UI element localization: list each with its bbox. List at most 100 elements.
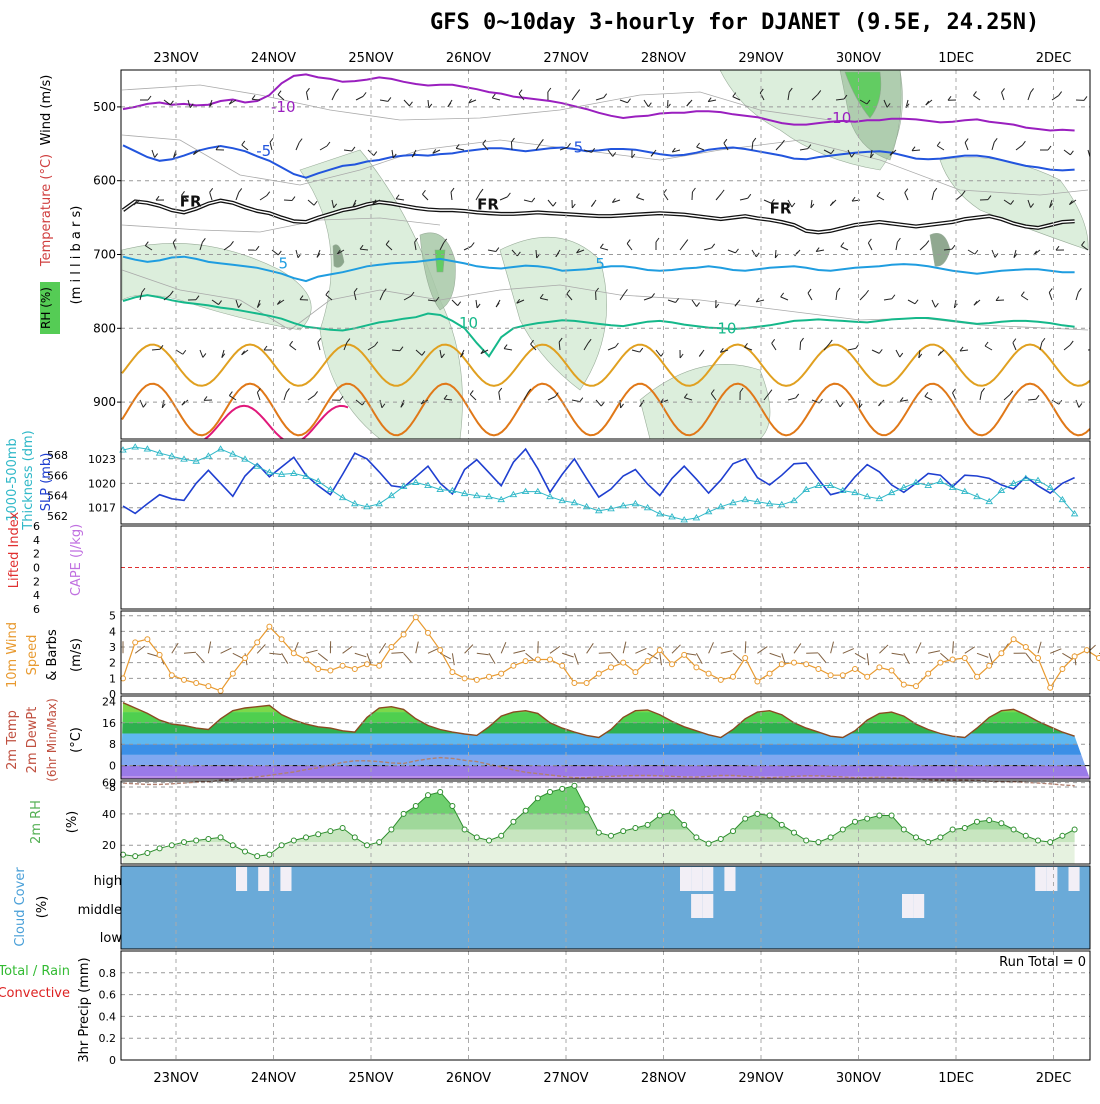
rh-marker <box>511 819 516 824</box>
wind-barb <box>896 242 897 250</box>
cloud-gap <box>1046 867 1057 891</box>
wind-barb <box>451 192 452 200</box>
wind-barb <box>296 143 299 150</box>
date-label-bottom: 1DEC <box>938 1071 974 1086</box>
wind-barb <box>829 340 832 344</box>
wind-barb <box>507 193 510 197</box>
rh-marker <box>572 783 577 788</box>
wind-barb-10m <box>477 653 489 654</box>
date-label-bottom: 30NOV <box>836 1071 881 1086</box>
precip-tick: 0.4 <box>99 1010 117 1023</box>
wind-barb <box>278 91 281 95</box>
wind-barb <box>572 94 577 100</box>
wind-barb <box>982 388 985 392</box>
wind-barb <box>210 188 213 192</box>
rh-marker <box>731 829 736 834</box>
wind-barb <box>152 150 155 158</box>
wind-barb <box>724 139 727 143</box>
wind-barb <box>183 350 186 354</box>
wind-barb <box>580 398 583 402</box>
wind-barb <box>697 303 700 307</box>
wind-barb <box>504 345 507 349</box>
wind-barb <box>548 200 553 206</box>
wind-speed-marker <box>426 630 431 635</box>
wind-barb <box>801 338 804 342</box>
wind-barb <box>925 396 932 400</box>
wind-barb-10m <box>953 641 954 653</box>
wind-barb <box>236 192 239 200</box>
axis-tick-label: 500 <box>93 100 116 114</box>
wind-barb-10m <box>733 653 742 661</box>
wind-barb <box>314 201 317 205</box>
wind-barb <box>697 147 704 150</box>
wind-barb <box>326 291 329 295</box>
wind-barb <box>621 404 624 408</box>
wind-barb <box>728 250 735 253</box>
temp-band <box>121 744 1090 755</box>
date-label-top: 23NOV <box>153 51 198 66</box>
wind-tick: 1 <box>109 672 116 685</box>
rh-marker <box>413 804 418 809</box>
wind-speed-marker <box>767 671 772 676</box>
rh-area <box>123 786 1075 864</box>
wind-barb <box>1059 92 1062 96</box>
wind-barb-10m <box>184 652 196 653</box>
wind-barb <box>1079 403 1082 407</box>
wind-barb <box>877 192 880 196</box>
wind-speed-marker <box>609 665 614 670</box>
wind-barb <box>536 250 537 258</box>
date-label-bottom: 24NOV <box>251 1071 296 1086</box>
wind-barb <box>256 246 259 250</box>
rh-marker <box>804 838 809 843</box>
wind-speed-marker <box>694 665 699 670</box>
wind-barb <box>1048 146 1051 150</box>
side-label: Speed <box>25 635 40 676</box>
wind-barb <box>912 150 920 151</box>
wind-barb <box>776 144 781 150</box>
wind-speed-marker <box>682 652 687 657</box>
temp-tick: 0 <box>109 760 116 773</box>
wind-barb <box>648 103 651 107</box>
wind-speed-marker <box>206 684 211 689</box>
cloud-gap <box>1069 867 1080 891</box>
wind-barb-10m <box>318 653 327 660</box>
wind-barb <box>1064 150 1070 155</box>
wind-barb <box>1021 292 1024 296</box>
wind-barb <box>264 346 267 350</box>
wind-speed-marker <box>450 670 455 675</box>
side-label: (°C) <box>69 727 84 753</box>
wind-speed-marker <box>182 677 187 682</box>
wind-speed-marker <box>633 670 638 675</box>
wind-barb <box>252 95 255 99</box>
lifted-tick: 4 <box>33 534 40 547</box>
temp-band <box>121 685 1090 701</box>
rh-marker <box>560 786 565 791</box>
date-label-top: 29NOV <box>738 51 783 66</box>
wind-barb <box>644 100 648 107</box>
wind-barb-10m <box>172 643 178 653</box>
wind-speed-marker <box>255 640 260 645</box>
isotherm-label: 10 <box>717 319 736 337</box>
wind-barb <box>284 200 292 201</box>
rh-marker <box>462 827 467 832</box>
wind-barb <box>572 400 580 402</box>
wind-barb <box>769 390 772 394</box>
rh-marker <box>657 813 662 818</box>
side-label-wind: Wind (m/s) <box>39 75 54 146</box>
wind-speed-marker <box>462 676 467 681</box>
temp-band <box>121 701 1090 712</box>
isotherm-label: FR <box>477 195 499 213</box>
wind-barb-10m <box>611 653 619 662</box>
wind-barb-10m <box>257 645 265 654</box>
wind-barb <box>905 193 908 200</box>
wind-barb <box>697 143 700 147</box>
wind-barb <box>499 388 502 392</box>
wind-barb <box>1013 339 1016 343</box>
wind-speed-marker <box>926 671 931 676</box>
wind-barb-10m <box>562 653 573 657</box>
rh-marker <box>438 789 443 794</box>
cloud-gap <box>913 894 924 918</box>
rh-tick: 40 <box>102 808 116 821</box>
wind-barb <box>753 138 756 142</box>
wind-barb <box>680 244 685 250</box>
